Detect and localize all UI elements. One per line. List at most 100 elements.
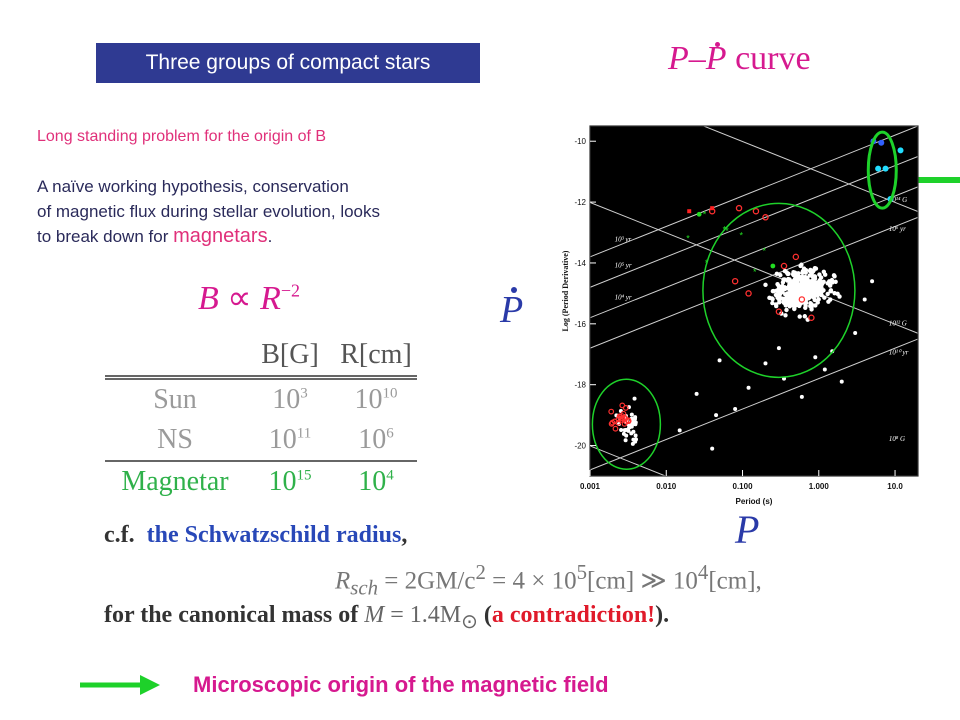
pulsar-point [717,358,722,363]
binary-ring-point [762,214,769,221]
snr-star-point: * [725,226,729,236]
hypothesis-line-3-post: . [267,227,273,246]
msp-point [622,428,627,433]
formula-b: B [198,280,219,317]
pulsar-point [820,280,825,285]
p-axis-symbol: P [735,507,760,552]
pulsar-point [771,288,776,294]
pulsar-point [797,303,802,309]
msp-point [631,429,636,434]
pulsar-point [783,313,788,318]
curve-title-pdot: P [705,40,727,77]
row-name: NS [157,424,193,455]
green-right-arrow-icon [80,675,160,695]
hypothesis-line-3-pre: to break down for [37,227,174,246]
age-line [590,338,918,471]
pulsar-point [795,289,800,294]
plot-frame [589,125,919,477]
pulsar-point [807,285,812,290]
canonical-mass-line: for the canonical mass of M = 1.4M⊙ (a c… [104,602,670,633]
pulsar-point [800,270,805,275]
pulsar-point [777,300,782,305]
binary-ring-point [745,290,752,297]
row-r: 1010 [354,384,398,415]
y-tick-label: -10 [574,137,586,146]
schwarzschild-equation: Rsch = 2GM/c2 = 4 × 105[cm] ≫ 104[cm], [335,560,762,600]
field-line-label: 10⁸ G [889,435,905,443]
pulsar-point [781,277,786,282]
hypothesis-paragraph: A naïve working hypothesis, conservation… [37,174,537,249]
p-pdot-curve-title: P–P curve [668,40,811,78]
red-square-point [710,206,715,211]
pulsar-point [802,314,808,319]
pulsar-point [781,300,787,306]
pulsar-point [809,307,814,312]
field-line [590,201,918,334]
pulsar-point [799,282,805,288]
table-rule [105,375,417,380]
pulsar-point [808,273,813,278]
table-header-r: R[cm] [340,339,412,370]
age-line [590,216,918,349]
y-tick-label: -18 [574,381,586,390]
binary-ring-point [735,204,743,212]
hypothesis-line-3: to break down for magnetars. [37,224,537,249]
pulsar-point [773,292,779,298]
table-header-row: B[G] R[cm] [105,335,417,375]
snr-star-point: * [703,209,707,219]
msp-binary-point [625,417,632,424]
x-tick-label: 0.100 [733,482,754,491]
microscopic-origin-text: Microscopic origin of the magnetic field [193,672,609,697]
binary-ring-point [752,207,760,215]
pulsar-point [821,269,827,275]
table-rule [105,460,417,462]
pulsar-point [809,279,814,284]
pulsar-point [813,266,819,271]
pulsar-point [799,394,804,399]
pulsar-point [774,271,780,276]
pulsar-point [791,296,797,302]
pulsar-point [787,304,792,309]
formula-r: R [260,280,281,317]
flux-conservation-formula: B ∝ R−2 [198,278,300,318]
pulsar-point [776,346,781,351]
pulsar-point [815,300,820,305]
field-line [590,445,667,476]
pulsar-point [822,367,827,372]
msp-point [631,437,636,442]
age-line [590,186,918,319]
age-line-label: 10⁶ yr [889,225,906,233]
magnetars-word: magnetars [173,225,268,247]
pulsar-point [835,291,840,297]
cf-schwarzschild-line: c.f. the Schwatzschild radius, [104,522,408,548]
msp-point [629,424,634,429]
plot-background [590,126,918,476]
pulsar-point [798,263,803,269]
snr-star-point: * [753,267,757,277]
snr-star-point: * [740,231,744,241]
x-tick-label: 10.0 [887,482,903,491]
table-row: Sun 103 1010 [105,380,417,420]
pulsar-point [778,272,783,278]
red-square-point [687,209,692,214]
pulsar-point [776,287,781,292]
magnetar-point [882,165,889,172]
pulsar-point [784,298,790,303]
binary-ring-point [780,262,788,270]
y-tick-label: -12 [574,198,586,207]
pulsar-point [822,295,827,300]
snr-star-point: * [762,246,766,256]
pdot-axis-symbol: P [500,287,523,332]
row-b: 103 [272,384,308,415]
y-tick-label: -14 [574,259,586,268]
pulsar-point [796,271,801,276]
pulsar-point [770,297,775,302]
magnetic-field-table: B[G] R[cm] Sun 103 1010 NS 1011 106 Magn… [105,335,417,502]
row-r: 106 [358,424,394,455]
pulsar-point [733,407,738,412]
pulsar-point [710,446,715,451]
binary-ring-point [775,308,783,315]
normal-pulsar-group-circle [702,202,856,379]
age-line-label: 10¹⁰ yr [889,348,909,356]
pulsar-point [677,428,682,433]
